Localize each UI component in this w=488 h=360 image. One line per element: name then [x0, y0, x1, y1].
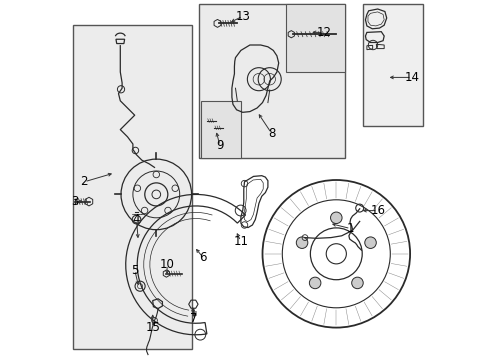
Text: 13: 13 [235, 10, 250, 23]
Bar [199, 4, 345, 158]
Text: 10: 10 [160, 258, 174, 271]
Circle shape [364, 237, 376, 248]
Text: 7: 7 [190, 312, 198, 325]
Text: 14: 14 [404, 71, 419, 84]
Bar [285, 4, 345, 72]
Text: 16: 16 [369, 204, 385, 217]
Text: 11: 11 [233, 235, 248, 248]
Text: 3: 3 [71, 195, 78, 208]
Circle shape [309, 277, 320, 289]
Text: 4: 4 [132, 213, 140, 226]
Bar [73, 25, 192, 349]
Bar [363, 4, 422, 126]
Circle shape [330, 212, 342, 224]
Bar [200, 101, 241, 158]
Text: 2: 2 [81, 175, 88, 188]
Circle shape [351, 277, 363, 289]
Text: 5: 5 [131, 264, 138, 276]
Text: 15: 15 [145, 321, 160, 334]
Text: 8: 8 [267, 127, 275, 140]
Text: 9: 9 [216, 139, 224, 152]
Text: 6: 6 [199, 251, 206, 264]
Text: 1: 1 [346, 222, 354, 235]
Text: 12: 12 [316, 26, 330, 39]
Circle shape [296, 237, 307, 248]
